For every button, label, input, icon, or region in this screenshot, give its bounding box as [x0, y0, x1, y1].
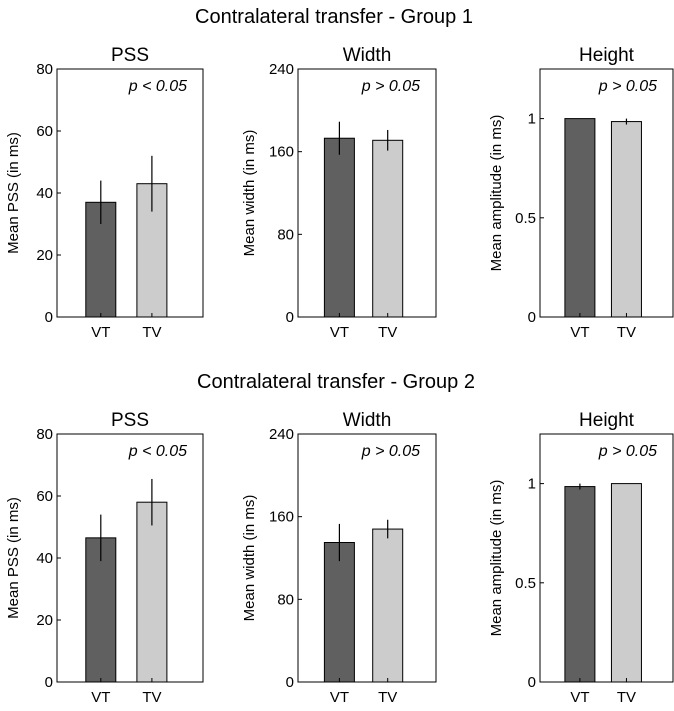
panels: 0 20 40 60 80 VT TV PSS p < 0.05 Mean PSS (in ms)… [5, 45, 674, 706]
panel-3: 0 0.5 1 VT TV Height p > 0.05 Mean amplitude (i… [488, 45, 674, 341]
x-tick-label: VT [570, 324, 589, 341]
bar-vt [564, 118, 596, 318]
y-tick-label: 0 [45, 309, 53, 326]
y-tick-label: 0.5 [515, 575, 536, 592]
bar-tv [372, 528, 404, 683]
x-tick-label: TV [378, 689, 397, 706]
y-axis-label: Mean width (in ms) [241, 495, 258, 622]
y-tick-label: 1 [528, 476, 536, 493]
bar-tv [610, 121, 642, 318]
y-tick-label: 20 [36, 612, 53, 629]
y-tick-label: 80 [277, 226, 294, 243]
y-tick-label: 80 [36, 426, 53, 443]
y-tick-label: 240 [269, 61, 294, 78]
bar-tv [136, 183, 168, 318]
y-tick-label: 40 [36, 550, 53, 567]
y-tick-label: 160 [269, 509, 294, 526]
x-tick-label: VT [330, 689, 349, 706]
y-axis-label: Mean width (in ms) [241, 130, 258, 257]
panel-title: Height [579, 45, 635, 66]
p-value-annotation: p > 0.05 [361, 443, 420, 460]
group-title-1: Contralateral transfer - Group 1 [195, 6, 473, 28]
y-tick-label: 60 [36, 123, 53, 140]
panel-4: 0 20 40 60 80 VT TV PSS p < 0.05 Mean PSS (in ms) [5, 410, 204, 706]
bar-tv [136, 501, 168, 683]
panel-title: Height [579, 410, 635, 431]
plot-frame [56, 433, 204, 683]
y-tick-label: 160 [269, 144, 294, 161]
plot-frame [297, 68, 437, 318]
plot-frame [539, 433, 674, 683]
y-tick-label: 60 [36, 488, 53, 505]
bar-vt [323, 542, 355, 683]
y-tick-label: 0.5 [515, 210, 536, 227]
panel-6: 0 0.5 1 VT TV Height p > 0.05 Mean amplitude (i… [488, 410, 674, 706]
bar-vt [85, 537, 117, 683]
y-tick-label: 0 [286, 309, 294, 326]
y-tick-label: 240 [269, 426, 294, 443]
p-value-annotation: p < 0.05 [128, 78, 187, 95]
panel-2: 0 80 160 240 VT TV Width p > 0.05 Mean width (in… [241, 45, 437, 341]
panel-title: Width [343, 410, 392, 431]
y-axis-label: Mean amplitude (in ms) [488, 115, 505, 272]
y-tick-label: 0 [45, 674, 53, 691]
x-tick-label: TV [378, 324, 397, 341]
panel-title: Width [343, 45, 392, 66]
y-axis-label: Mean PSS (in ms) [5, 497, 22, 619]
x-tick-label: TV [142, 324, 161, 341]
y-tick-label: 80 [277, 591, 294, 608]
y-tick-label: 80 [36, 61, 53, 78]
bar-tv [372, 139, 404, 318]
y-tick-label: 20 [36, 247, 53, 264]
plot-frame [56, 68, 204, 318]
y-axis-label: Mean amplitude (in ms) [488, 480, 505, 637]
panel-5: 0 80 160 240 VT TV Width p > 0.05 Mean width (in… [241, 410, 437, 706]
p-value-annotation: p > 0.05 [598, 78, 657, 95]
y-tick-label: 40 [36, 185, 53, 202]
x-tick-label: VT [330, 324, 349, 341]
x-tick-label: VT [91, 324, 110, 341]
x-tick-label: VT [91, 689, 110, 706]
x-tick-label: TV [142, 689, 161, 706]
y-tick-label: 1 [528, 111, 536, 128]
p-value-annotation: p < 0.05 [128, 443, 187, 460]
panel-title: PSS [111, 410, 149, 431]
y-tick-label: 0 [528, 674, 536, 691]
y-axis-label: Mean PSS (in ms) [5, 132, 22, 254]
x-tick-label: TV [617, 689, 636, 706]
panel-1: 0 20 40 60 80 VT TV PSS p < 0.05 Mean PSS (in ms) [5, 45, 204, 341]
y-tick-label: 0 [528, 309, 536, 326]
plot-frame [297, 433, 437, 683]
bar-vt [323, 137, 355, 318]
group-title-2: Contralateral transfer - Group 2 [197, 371, 475, 393]
p-value-annotation: p > 0.05 [598, 443, 657, 460]
y-tick-label: 0 [286, 674, 294, 691]
p-value-annotation: p > 0.05 [361, 78, 420, 95]
bar-vt [564, 486, 596, 683]
x-tick-label: TV [617, 324, 636, 341]
bar-tv [610, 483, 642, 683]
plot-frame [539, 68, 674, 318]
x-tick-label: VT [570, 689, 589, 706]
panel-title: PSS [111, 45, 149, 66]
